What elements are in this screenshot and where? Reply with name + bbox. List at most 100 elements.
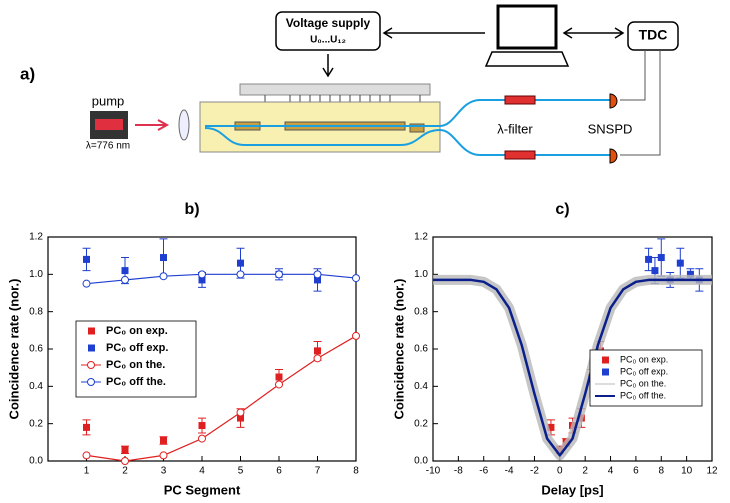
- voltage-box: [275, 11, 381, 51]
- x-tick-label: 6: [276, 466, 282, 477]
- keyboard: [484, 51, 570, 67]
- x-tick-label: 4: [608, 466, 614, 477]
- x-tick-label: -2: [530, 466, 539, 477]
- legend-box: [75, 320, 197, 398]
- legend-label: PC₀ off the.: [106, 376, 166, 388]
- legend-marker: [88, 344, 95, 352]
- series-line: [433, 278, 712, 457]
- pump-arrow: [135, 119, 170, 131]
- x-tick-label: 8: [353, 466, 359, 477]
- point: [121, 267, 129, 275]
- point: [237, 414, 244, 422]
- x-tick-label: 0: [557, 466, 563, 477]
- point: [82, 279, 91, 288]
- pump-beam: [95, 119, 123, 130]
- point: [657, 254, 665, 262]
- y-tick-label: 0.8: [29, 306, 43, 317]
- y-axis-label: Coincidence rate (nor.): [391, 279, 406, 420]
- x-tick-label: 5: [238, 466, 244, 477]
- y-tick-label: 0.0: [29, 456, 43, 467]
- legend-marker: [602, 356, 609, 364]
- x-tick-label: 2: [582, 466, 588, 477]
- legend-marker: [602, 368, 609, 376]
- y-axis-label: Coincidence rate (nor.): [6, 279, 21, 420]
- x-tick-label: 4: [199, 466, 205, 477]
- point: [83, 423, 90, 431]
- filter: [504, 95, 536, 105]
- voltages-label: U₀...U₁₂: [310, 35, 346, 46]
- arrows: [382, 27, 625, 39]
- y-tick-label: 0.6: [29, 344, 43, 355]
- point: [236, 270, 245, 279]
- y-tick-label: 1.2: [414, 232, 428, 243]
- setup-diagram: a) Voltage supply U₀...U₁₂ TDC λ-filter …: [20, 4, 679, 164]
- legend-marker: [88, 327, 95, 335]
- tdc-label: TDC: [639, 27, 668, 43]
- detector-label: SNSPD: [588, 121, 633, 136]
- y-tick-label: 0.2: [414, 418, 428, 429]
- point: [547, 423, 555, 431]
- point: [236, 408, 245, 417]
- point: [198, 276, 206, 284]
- series-line: [86, 273, 357, 285]
- point: [352, 331, 360, 340]
- point: [237, 259, 244, 267]
- y-tick-label: 0.6: [414, 344, 428, 355]
- point: [314, 347, 321, 355]
- lens: [178, 109, 190, 141]
- legend-label: PC₀ on exp.: [106, 325, 168, 337]
- point: [676, 259, 684, 267]
- detectors: [609, 93, 618, 164]
- legend-label: PC₀ off the.: [620, 390, 666, 400]
- y-tick-label: 0.4: [414, 381, 428, 392]
- x-tick-label: -4: [505, 466, 514, 477]
- point: [275, 373, 283, 381]
- point: [83, 255, 90, 263]
- point: [82, 451, 91, 460]
- legend-label: PC₀ off exp.: [106, 342, 168, 354]
- x-axis-label: Delay [ps]: [541, 482, 603, 497]
- legend-label: PC₀ on the.: [620, 378, 666, 388]
- x-tick-label: 12: [706, 466, 718, 477]
- y-tick-label: 1.0: [414, 269, 428, 280]
- cables: [620, 50, 661, 156]
- legend-label: PC₀ on exp.: [620, 354, 668, 364]
- x-tick-label: 2: [122, 466, 128, 477]
- monitor: [496, 4, 558, 50]
- y-tick-label: 1.2: [29, 232, 43, 243]
- x-tick-label: 7: [315, 466, 321, 477]
- pc0: [409, 123, 425, 133]
- x-tick-label: -8: [454, 466, 463, 477]
- panel-label: a): [20, 64, 35, 83]
- x-tick-label: 1: [84, 466, 90, 477]
- legend-marker: [87, 361, 95, 369]
- chart-title: b): [184, 201, 199, 218]
- x-axis-label: PC Segment: [164, 482, 241, 497]
- point: [275, 270, 283, 279]
- tdc-box: [627, 21, 679, 51]
- legend-label: PC₀ off exp.: [620, 366, 668, 376]
- point: [686, 270, 694, 278]
- y-tick-label: 0.4: [29, 381, 43, 392]
- x-tick-label: 10: [681, 466, 693, 477]
- electrode-bar: [239, 83, 431, 96]
- point: [121, 275, 129, 284]
- wavelength-label: λ=776 nm: [86, 141, 130, 152]
- point: [121, 446, 129, 454]
- point: [645, 255, 653, 263]
- point: [313, 354, 322, 363]
- x-tick-label: -6: [479, 466, 488, 477]
- point: [352, 274, 360, 283]
- y-tick-label: 0.2: [29, 418, 43, 429]
- point: [314, 276, 321, 284]
- x-tick-label: 3: [161, 466, 167, 477]
- arrow: [322, 54, 334, 78]
- chart-title: c): [555, 201, 569, 218]
- filter: [504, 150, 536, 160]
- series-line: [86, 335, 357, 462]
- x-tick-label: 6: [633, 466, 639, 477]
- x-tick-label: 8: [658, 466, 664, 477]
- point: [159, 272, 168, 281]
- x-tick-label: -10: [426, 466, 441, 477]
